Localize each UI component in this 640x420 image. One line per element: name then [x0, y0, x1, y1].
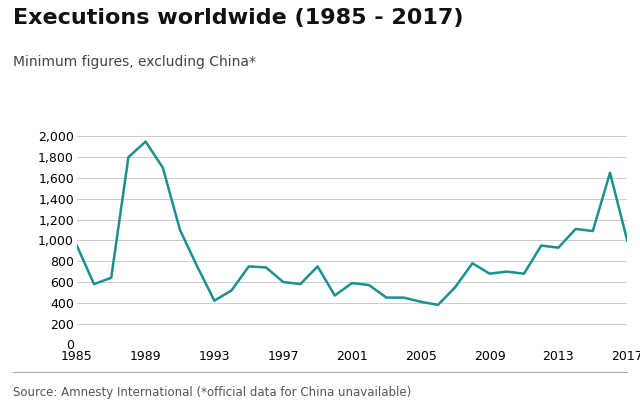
Text: Source: Amnesty International (*official data for China unavailable): Source: Amnesty International (*official…	[13, 386, 411, 399]
Text: Executions worldwide (1985 - 2017): Executions worldwide (1985 - 2017)	[13, 8, 463, 29]
Text: Minimum figures, excluding China*: Minimum figures, excluding China*	[13, 55, 256, 68]
Text: BBC: BBC	[572, 389, 606, 404]
